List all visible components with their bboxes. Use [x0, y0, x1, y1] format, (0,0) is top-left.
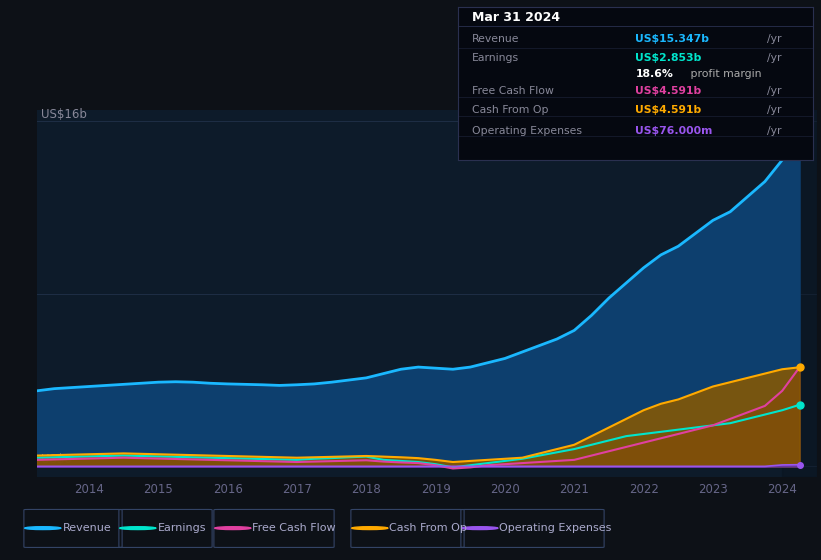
Circle shape [120, 527, 156, 530]
Text: Revenue: Revenue [62, 523, 111, 533]
Text: profit margin: profit margin [687, 68, 761, 78]
Text: /yr: /yr [767, 125, 782, 136]
Text: /yr: /yr [767, 34, 782, 44]
Text: Free Cash Flow: Free Cash Flow [472, 86, 554, 96]
Text: Mar 31 2024: Mar 31 2024 [472, 11, 561, 24]
Text: /yr: /yr [767, 53, 782, 63]
Circle shape [461, 527, 498, 530]
Text: Revenue: Revenue [472, 34, 520, 44]
Text: Cash From Op: Cash From Op [389, 523, 467, 533]
Circle shape [25, 527, 61, 530]
Text: US$2.853b: US$2.853b [635, 53, 702, 63]
Text: US$4.591b: US$4.591b [635, 86, 702, 96]
Text: Earnings: Earnings [472, 53, 520, 63]
Text: Operating Expenses: Operating Expenses [499, 523, 612, 533]
Bar [782, 110, 817, 477]
Circle shape [215, 527, 251, 530]
Text: /yr: /yr [767, 105, 782, 115]
Text: Operating Expenses: Operating Expenses [472, 125, 582, 136]
Text: /yr: /yr [767, 86, 782, 96]
Text: US$4.591b: US$4.591b [635, 105, 702, 115]
Text: US$16b: US$16b [41, 108, 87, 121]
Text: Free Cash Flow: Free Cash Flow [253, 523, 336, 533]
Text: 18.6%: 18.6% [635, 68, 673, 78]
Text: Earnings: Earnings [158, 523, 206, 533]
Circle shape [351, 527, 388, 530]
Text: US$0: US$0 [41, 454, 71, 466]
Text: US$15.347b: US$15.347b [635, 34, 709, 44]
Text: Cash From Op: Cash From Op [472, 105, 548, 115]
Text: US$76.000m: US$76.000m [635, 125, 713, 136]
